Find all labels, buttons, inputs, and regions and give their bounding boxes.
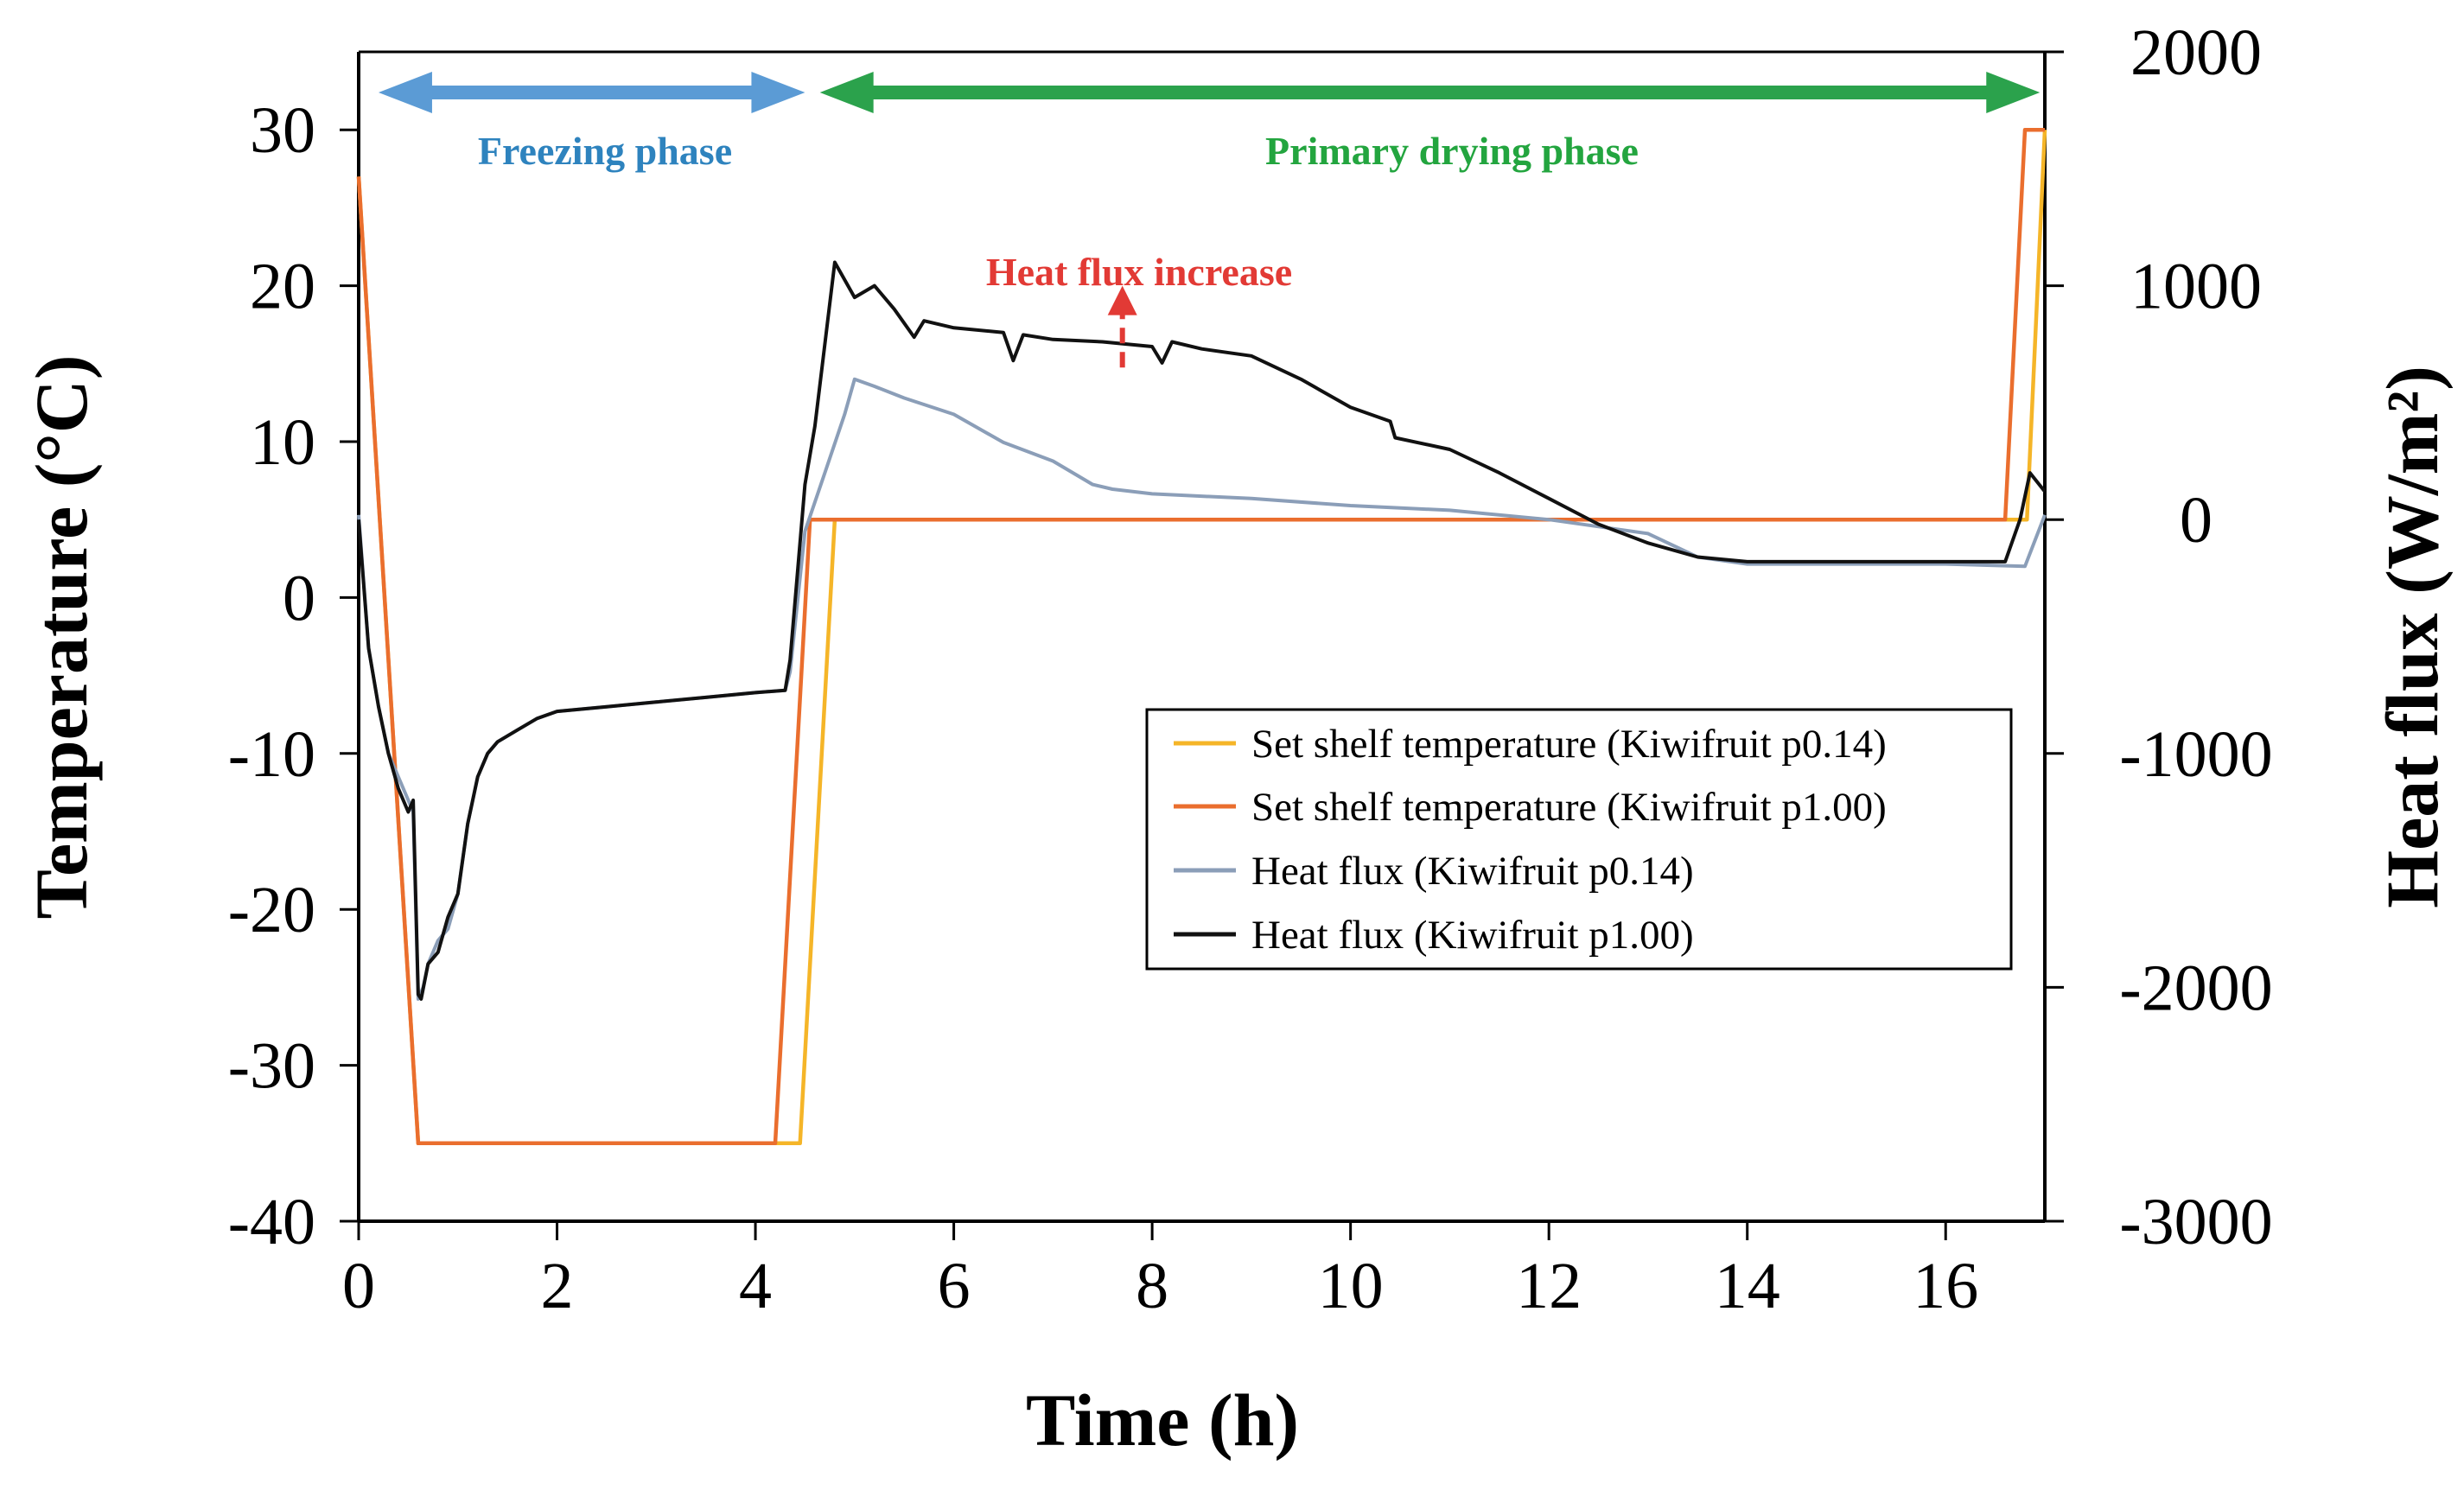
plot-frame (357, 50, 2047, 1223)
series-line-3 (357, 260, 2047, 1001)
y-axis-left-title: Temperature (°C) (20, 355, 103, 920)
phase-arrow-freezing (378, 72, 805, 113)
annotation-freezing-phase: Freezing phase (478, 129, 732, 173)
annotation-primary-drying-phase: Primary drying phase (1265, 129, 1639, 173)
y-right-tick-label: -3000 (2119, 1186, 2272, 1258)
legend-label-0: Set shelf temperature (Kiwifruit p0.14) (1251, 722, 1887, 767)
x-tick-label: 16 (1913, 1250, 1978, 1322)
y-left-tick-label: 10 (250, 406, 315, 479)
y-left-tick-label: 20 (250, 251, 315, 323)
x-tick-label: 4 (739, 1250, 772, 1322)
legend: Set shelf temperature (Kiwifruit p0.14) … (1145, 708, 2013, 971)
x-tick-label: 12 (1516, 1250, 1582, 1322)
increase-arrow-head (1107, 285, 1137, 315)
x-tick-label: 0 (342, 1250, 375, 1322)
x-tick-label: 6 (938, 1250, 971, 1322)
ticks: 0 2 4 6 8 10 12 14 16 -40 -30 -20 -10 0 10 20 30 -3000 -20… (228, 16, 2273, 1322)
series-layer (356, 127, 2047, 1146)
legend-box (1145, 708, 2013, 971)
x-axis-title: Time (h) (1026, 1379, 1299, 1461)
y-left-tick-label: -30 (228, 1030, 315, 1103)
x-tick-label: 8 (1136, 1250, 1168, 1322)
legend-label-2: Heat flux (Kiwifruit p0.14) (1251, 849, 1694, 894)
y-right-tick-label: 2000 (2130, 16, 2262, 89)
x-tick-label: 10 (1318, 1250, 1384, 1322)
y-axis-right-title: Heat flux (W/m²) (2371, 366, 2454, 908)
y-right-tick-label: 0 (2180, 484, 2213, 557)
y-left-tick-label: -10 (228, 718, 315, 791)
phase-arrow-primary-drying (819, 72, 2041, 113)
y-right-tick-label: -1000 (2119, 718, 2272, 791)
y-right-tick-label: 1000 (2130, 251, 2262, 323)
y-left-tick-label: 0 (283, 562, 315, 634)
legend-label-3: Heat flux (Kiwifruit p1.00) (1251, 913, 1694, 958)
y-left-tick-label: -40 (228, 1186, 315, 1258)
x-tick-label: 14 (1715, 1250, 1780, 1322)
phase-arrows (378, 72, 2041, 368)
legend-label-1: Set shelf temperature (Kiwifruit p1.00) (1251, 785, 1887, 830)
x-tick-label: 2 (541, 1250, 574, 1322)
y-right-tick-label: -2000 (2119, 952, 2272, 1024)
annotation-heat-flux-increase: Heat flux increase (986, 250, 1292, 294)
y-left-tick-label: -20 (228, 874, 315, 946)
y-left-tick-label: 30 (250, 94, 315, 167)
